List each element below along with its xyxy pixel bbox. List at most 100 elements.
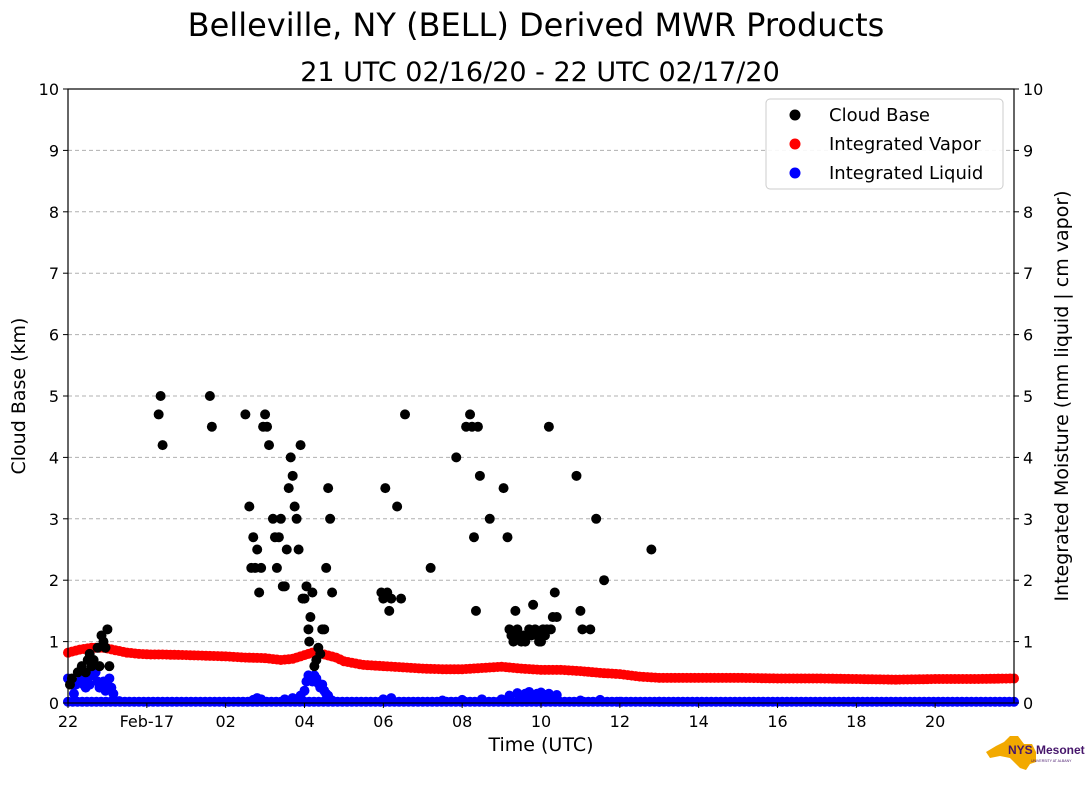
x-tick-label: 20 — [925, 712, 945, 731]
cloud-base-point — [386, 593, 397, 604]
y-tick-label-left: 6 — [49, 326, 59, 345]
series-integrated-vapor — [63, 642, 1019, 685]
x-tick-label: 22 — [58, 712, 78, 731]
y-tick-label-left: 9 — [49, 141, 59, 160]
x-tick-label: 16 — [767, 712, 787, 731]
cloud-base-point — [545, 624, 556, 635]
legend-marker-cloud-base — [789, 109, 801, 121]
cloud-base-point — [599, 575, 610, 586]
cloud-base-point — [575, 605, 586, 616]
legend-marker-integrated-vapor — [789, 138, 801, 150]
liquid-point — [68, 688, 79, 699]
y-tick-label-left: 5 — [49, 387, 59, 406]
cloud-base-point — [153, 409, 164, 420]
legend-box — [765, 98, 1004, 190]
cloud-base-point — [528, 599, 539, 610]
chart-title: Belleville, NY (BELL) Derived MWR Produc… — [188, 6, 885, 44]
y-tick-label-right: 9 — [1023, 141, 1033, 160]
y-ticks: 0 0 1 1 2 2 3 3 4 4 5 5 6 6 7 7 8 8 9 9 10 10 — [39, 80, 1044, 713]
cloud-base-point — [400, 409, 411, 420]
cloud-base-point — [585, 624, 596, 635]
x-ticks: 22 Feb-17 02 04 06 08 10 12 14 16 18 20 — [58, 703, 945, 731]
liquid-point — [378, 694, 389, 705]
y-tick-label-left: 4 — [49, 448, 59, 467]
y-tick-label-right: 4 — [1023, 448, 1033, 467]
cloud-base-point — [256, 562, 267, 573]
y-axis-label-left: Cloud Base (km) — [8, 318, 30, 475]
chart-subtitle: 21 UTC 02/16/20 - 22 UTC 02/17/20 — [300, 57, 780, 88]
cloud-base-point — [273, 532, 284, 543]
y-tick-label-right: 5 — [1023, 387, 1033, 406]
cloud-base-point — [295, 440, 306, 451]
liquid-point — [551, 690, 562, 701]
x-tick-label: 10 — [531, 712, 551, 731]
cloud-base-point — [549, 587, 560, 598]
cloud-base-point — [323, 483, 334, 494]
x-tick-label: 02 — [215, 712, 235, 731]
liquid-point — [496, 694, 507, 705]
cloud-base-point — [264, 440, 275, 451]
cloud-base-point — [307, 587, 318, 598]
cloud-base-point — [275, 513, 286, 524]
legend-marker-integrated-liquid — [789, 167, 801, 179]
cloud-base-point — [299, 593, 310, 604]
cloud-base-point — [155, 391, 166, 401]
series-cloud-base — [64, 391, 657, 690]
cloud-base-point — [321, 562, 332, 573]
cloud-base-point — [327, 587, 338, 598]
cloud-base-point — [283, 483, 294, 494]
cloud-base-point — [281, 544, 292, 555]
y-tick-label-left: 2 — [49, 571, 59, 590]
liquid-point — [327, 695, 338, 706]
y-tick-label-right: 8 — [1023, 203, 1033, 222]
cloud-base-point — [94, 661, 105, 672]
cloud-base-point — [244, 501, 255, 512]
x-tick-label: 14 — [688, 712, 708, 731]
cloud-base-point — [543, 421, 554, 432]
cloud-base-point — [305, 612, 316, 623]
cloud-base-point — [468, 532, 479, 543]
x-tick-label: 08 — [452, 712, 472, 731]
cloud-base-point — [425, 562, 436, 573]
liquid-point — [504, 690, 515, 701]
cloud-base-point — [291, 513, 302, 524]
y-tick-label-right: 10 — [1023, 80, 1043, 99]
x-tick-label: 12 — [610, 712, 630, 731]
legend: Cloud Base Integrated Vapor Integrated L… — [765, 98, 1004, 190]
cloud-base-point — [392, 501, 403, 512]
y-tick-label-right: 7 — [1023, 264, 1033, 283]
cloud-base-point — [206, 421, 217, 432]
cloud-base-point — [254, 587, 265, 598]
cloud-base-point — [262, 421, 273, 432]
cloud-base-point — [325, 513, 336, 524]
cloud-base-point — [204, 391, 215, 401]
cloud-base-point — [303, 624, 314, 635]
cloud-base-point — [510, 605, 521, 616]
cloud-base-point — [571, 470, 582, 481]
y-tick-label-left: 0 — [49, 694, 59, 713]
cloud-base-point — [304, 636, 315, 647]
legend-label-cloud-base: Cloud Base — [829, 105, 930, 126]
liquid-point — [84, 679, 95, 690]
liquid-point — [108, 688, 119, 699]
liquid-point — [614, 696, 625, 707]
cloud-base-point — [380, 483, 391, 494]
cloud-base-point — [287, 470, 298, 481]
cloud-base-point — [240, 409, 251, 420]
y-tick-label-left: 1 — [49, 633, 59, 652]
cloud-base-point — [472, 421, 483, 432]
cloud-base-point — [577, 624, 588, 635]
legend-label-integrated-vapor: Integrated Vapor — [829, 134, 981, 155]
y-tick-label-right: 2 — [1023, 571, 1033, 590]
x-tick-label: 18 — [846, 712, 866, 731]
liquid-point — [256, 694, 267, 705]
liquid-point — [575, 695, 586, 706]
liquid-point — [104, 673, 115, 684]
y-axis-label-right: Integrated Moisture (mm liquid | cm vapo… — [1051, 190, 1073, 601]
x-tick-label: 06 — [373, 712, 393, 731]
cloud-base-point — [285, 452, 296, 463]
cloud-base-point — [315, 648, 326, 659]
liquid-point — [114, 696, 125, 707]
cloud-base-point — [551, 612, 562, 623]
ny-state-shape-icon — [986, 736, 1036, 770]
